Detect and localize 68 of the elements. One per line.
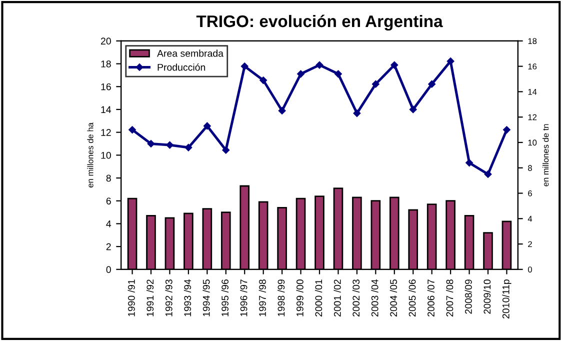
y-axis-title: en millones de ha [87,122,94,188]
x-tick-label: 1990 /91 [128,280,135,316]
point [128,126,136,134]
y-tick-label: 10 [101,152,111,159]
point [166,141,174,149]
x-tick-label: 2000 /01 [314,280,322,316]
point [278,107,286,114]
y-tick-label: 2 [106,243,111,250]
point [466,159,473,166]
y-tick-label: 12 [101,129,111,136]
x-tick-label: 1998 /99 [278,280,285,316]
point [390,61,398,69]
x-tick-label: 1997 /98 [258,280,266,316]
y-tick-label: 14 [101,106,112,113]
y2-tick-label: 8 [528,165,532,171]
point [240,62,248,70]
point [334,70,342,78]
x-tick-label: 1999 /00 [296,279,304,316]
legend-label: Producción [158,63,206,71]
x-tick-label: 2004 /05 [390,280,397,316]
point [222,146,230,154]
x-tick-label: 1991 /92 [146,280,154,316]
x-tick-label: 1992 /93 [165,280,172,316]
y2-tick-label: 6 [528,190,532,196]
point [503,126,510,134]
point [484,170,492,178]
x-tick-label: 2010/11p [502,280,512,318]
point [353,110,361,117]
x-tick-label: 2006 /07 [427,280,434,316]
x-tick-label: 1996 /97 [240,280,248,316]
y2-tick-label: 18 [528,38,537,44]
x-tick-label: 1993 /94 [184,279,192,316]
point [316,61,324,69]
x-tick-label: 2001 /02 [334,280,341,316]
x-tick-label: 1994 /95 [202,280,210,316]
point [147,140,155,148]
y-tick-label: 18 [101,60,111,68]
y-tick-label: 0 [106,266,111,274]
point [260,76,267,84]
x-tick-label: 2005 /06 [408,280,416,316]
y2-tick-label: 16 [528,64,537,70]
y2-tick-label: 2 [528,241,532,248]
point [184,144,192,152]
y2-tick-label: 10 [528,140,537,146]
x-tick-label: 2008/09 [464,280,472,314]
point [297,70,304,78]
y2-tick-label: 14 [528,88,537,95]
y-tick-label: 8 [106,174,111,182]
y-tick-label: 16 [101,83,111,90]
point [204,122,211,130]
chart-title: TRIGO: evolución en Argentina [196,14,443,31]
x-tick-label: 2009/10 [483,279,491,314]
y2-tick-label: 0 [528,266,532,272]
point [409,106,417,114]
x-tick-label: 1995 /96 [221,280,228,316]
x-tick-label: 2003 /04 [371,279,378,316]
y-tick-label: 4 [106,220,112,228]
y2-tick-label: 12 [528,114,537,120]
x-tick-label: 2007 /08 [446,280,454,316]
y-tick-label: 20 [101,38,111,45]
x-tick-label: 2002 /03 [352,280,360,316]
y2-tick-label: 4 [528,216,532,222]
y2-axis-title: en millones de tn [542,124,549,186]
y-tick-label: 6 [106,198,111,204]
point [372,80,380,88]
point [428,80,436,88]
legend-label: Area sembrada [157,50,224,57]
point [446,58,454,65]
